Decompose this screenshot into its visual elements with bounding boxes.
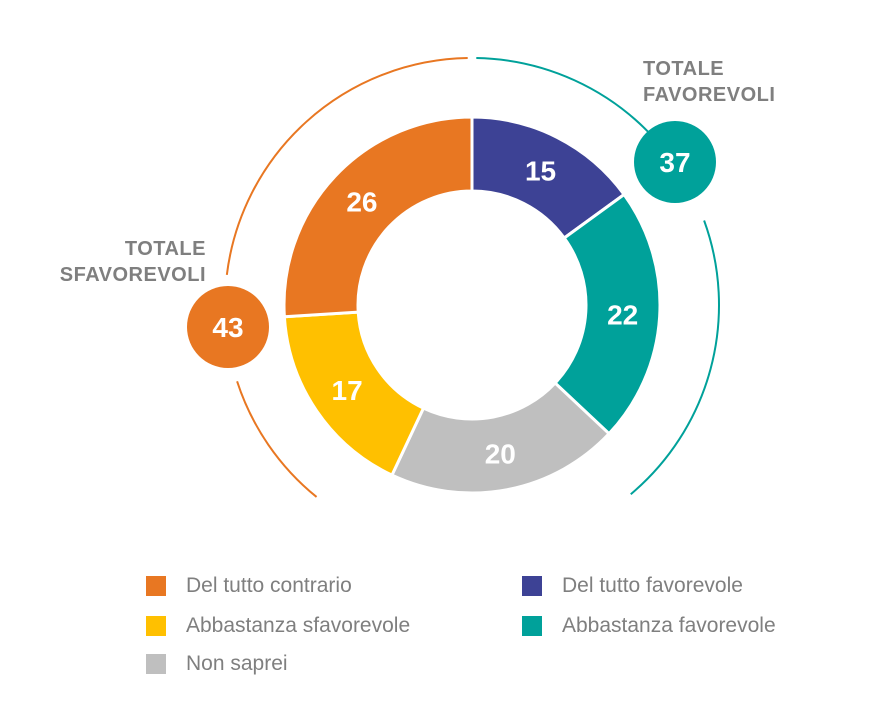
donut-slice-value-label: 15 (525, 155, 556, 186)
total-favorevoli-arc (630, 220, 720, 495)
legend-item-non-saprei: Non saprei (146, 652, 288, 676)
total-arcs (225, 57, 720, 498)
total-favorevoli-title-line1: TOTALE (643, 58, 724, 80)
legend-swatch (522, 616, 542, 636)
donut-slice-value-label: 17 (332, 375, 363, 406)
legend-swatch (146, 616, 166, 636)
legend-label: Non saprei (186, 652, 288, 675)
legend-swatch (146, 654, 166, 674)
legend-swatch (522, 576, 542, 596)
donut-slices (282, 115, 662, 495)
legend-label: Del tutto contrario (186, 574, 352, 597)
donut-slice-del-tutto-contrario (282, 115, 474, 319)
total-favorevoli-group: TOTALE FAVOREVOLI 37 (634, 58, 775, 203)
donut-slice-value-label: 26 (346, 187, 377, 218)
total-favorevoli-arc (476, 57, 657, 141)
legend-swatch (146, 576, 166, 596)
total-sfavorevoli-arc (236, 381, 318, 498)
total-favorevoli-title-line2: FAVOREVOLI (643, 84, 775, 106)
donut-slice-value-label: 22 (607, 299, 638, 330)
legend-item-del-tutto-favorevole: Del tutto favorevole (522, 574, 743, 598)
donut-slice-value-label: 20 (485, 438, 516, 469)
total-sfavorevoli-badge (187, 286, 269, 368)
legend-label: Abbastanza sfavorevole (186, 614, 411, 637)
legend-label: Abbastanza favorevole (562, 614, 776, 637)
total-sfavorevoli-title-line1: TOTALE (125, 238, 206, 260)
total-sfavorevoli-group: TOTALE SFAVOREVOLI 43 (60, 238, 269, 368)
total-favorevoli-badge (634, 121, 716, 203)
legend-item-del-tutto-contrario: Del tutto contrario (146, 574, 352, 598)
legend-label: Del tutto favorevole (562, 574, 743, 597)
legend-item-abbastanza-sfavorevole: Abbastanza sfavorevole (146, 614, 410, 638)
total-sfavorevoli-value: 43 (212, 312, 243, 343)
donut-slice-labels: 15 22 20 17 26 (332, 155, 639, 469)
total-sfavorevoli-title-line2: SFAVOREVOLI (60, 264, 206, 286)
total-sfavorevoli-arc (225, 57, 468, 276)
legend-item-abbastanza-favorevole: Abbastanza favorevole (522, 614, 776, 638)
total-favorevoli-value: 37 (659, 147, 690, 178)
donut-slice-abbastanza-favorevole (552, 192, 662, 436)
